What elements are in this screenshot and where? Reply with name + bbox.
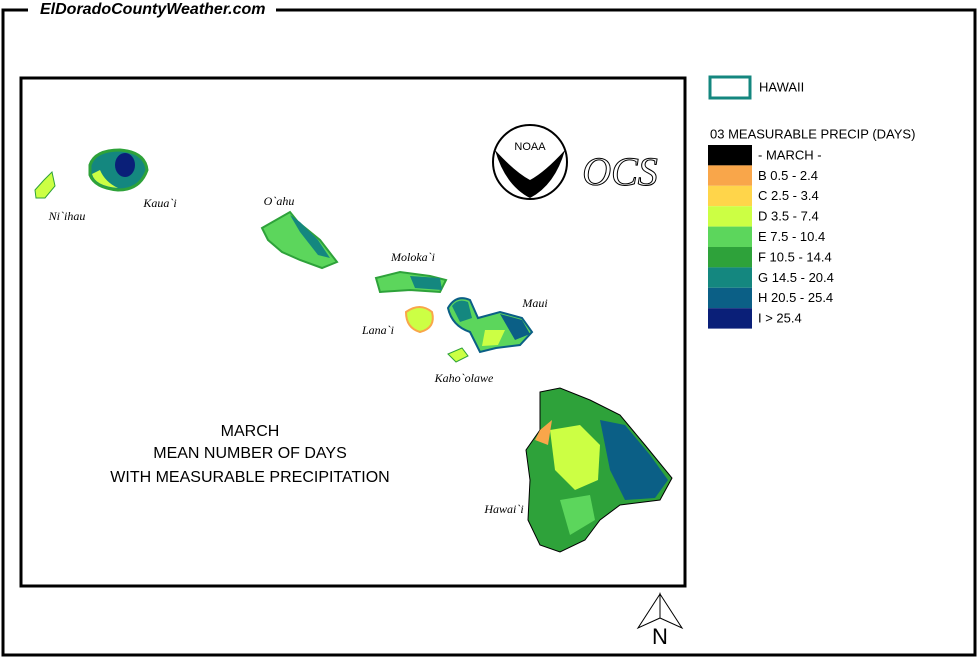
island-maui-dry <box>482 330 505 346</box>
noaa-logo: NOAA OCS <box>492 124 658 200</box>
island-niihau <box>34 170 56 199</box>
island-kauai-dry <box>92 170 118 188</box>
legend-label: H 20.5 - 25.4 <box>758 290 833 305</box>
legend-label: D 3.5 - 7.4 <box>758 209 819 224</box>
noaa-text: NOAA <box>514 141 546 153</box>
island-kahoolawe <box>447 347 469 363</box>
legend-swatch <box>708 287 752 309</box>
island-hawaii-wet <box>600 420 668 500</box>
island-hawaii-kona <box>535 420 552 445</box>
header-bg <box>28 0 276 20</box>
north-arrow: N <box>636 592 684 649</box>
legend-items: - MARCH - B 0.5 - 2.4 C 2.5 - 3.4 D 3.5 - 7… <box>708 145 834 329</box>
island-oahu-wet <box>290 215 330 258</box>
outer-frame <box>1 8 977 657</box>
island-label: Kaua`i <box>142 196 176 210</box>
legend-label: E 7.5 - 10.4 <box>758 229 825 244</box>
region-label: HAWAII <box>759 79 804 94</box>
legend-swatch <box>708 185 752 207</box>
island-label: Moloka`i <box>390 250 435 264</box>
title-line: MEAN NUMBER OF DAYS <box>153 445 347 462</box>
island-labels: Ni`ihau Kaua`i O`ahu Moloka`i Lana`i Maui Kaho… <box>48 194 548 516</box>
island-label: O`ahu <box>264 194 295 208</box>
legend-swatch <box>708 247 752 268</box>
legend-label: F 10.5 - 14.4 <box>758 249 832 264</box>
north-arrow-right <box>659 592 684 630</box>
legend-title: 03 MEASURABLE PRECIP (DAYS) <box>710 126 915 141</box>
site-name: ElDoradoCountyWeather.com <box>40 1 266 18</box>
legend-swatch <box>708 226 752 247</box>
ocs-text: OCS <box>582 149 658 194</box>
legend-label: I > 25.4 <box>758 311 802 326</box>
legend-label: C 2.5 - 3.4 <box>758 188 819 203</box>
legend-swatch <box>708 308 752 329</box>
island-label: Kaho`olawe <box>434 371 494 385</box>
noaa-bird <box>495 150 565 198</box>
island-label: Maui <box>521 296 547 310</box>
island-label: Ni`ihau <box>48 209 86 223</box>
legend-swatch <box>708 145 752 166</box>
north-label: N <box>652 624 668 649</box>
island-lanai <box>404 306 434 334</box>
island-label: Hawai`i <box>483 502 523 516</box>
legend-label: - MARCH - <box>758 147 822 162</box>
island-molokai-wet <box>410 276 442 290</box>
legend-swatch <box>708 267 752 288</box>
island-hawaii-dry <box>550 425 600 490</box>
legend-swatch <box>708 206 752 227</box>
island-maui-east <box>500 314 530 340</box>
islands <box>34 148 673 553</box>
title-line: WITH MEASURABLE PRECIPITATION <box>110 469 389 486</box>
island-maui-west <box>452 300 472 322</box>
island-kauai-wet <box>115 153 135 177</box>
title-line: MARCH <box>221 423 280 440</box>
island-label: Lana`i <box>361 323 394 337</box>
legend-swatch <box>708 165 752 186</box>
legend-label: B 0.5 - 2.4 <box>758 168 818 183</box>
island-hawaii-south <box>560 495 595 535</box>
region-swatch <box>708 75 752 100</box>
legend-label: G 14.5 - 20.4 <box>758 270 834 285</box>
